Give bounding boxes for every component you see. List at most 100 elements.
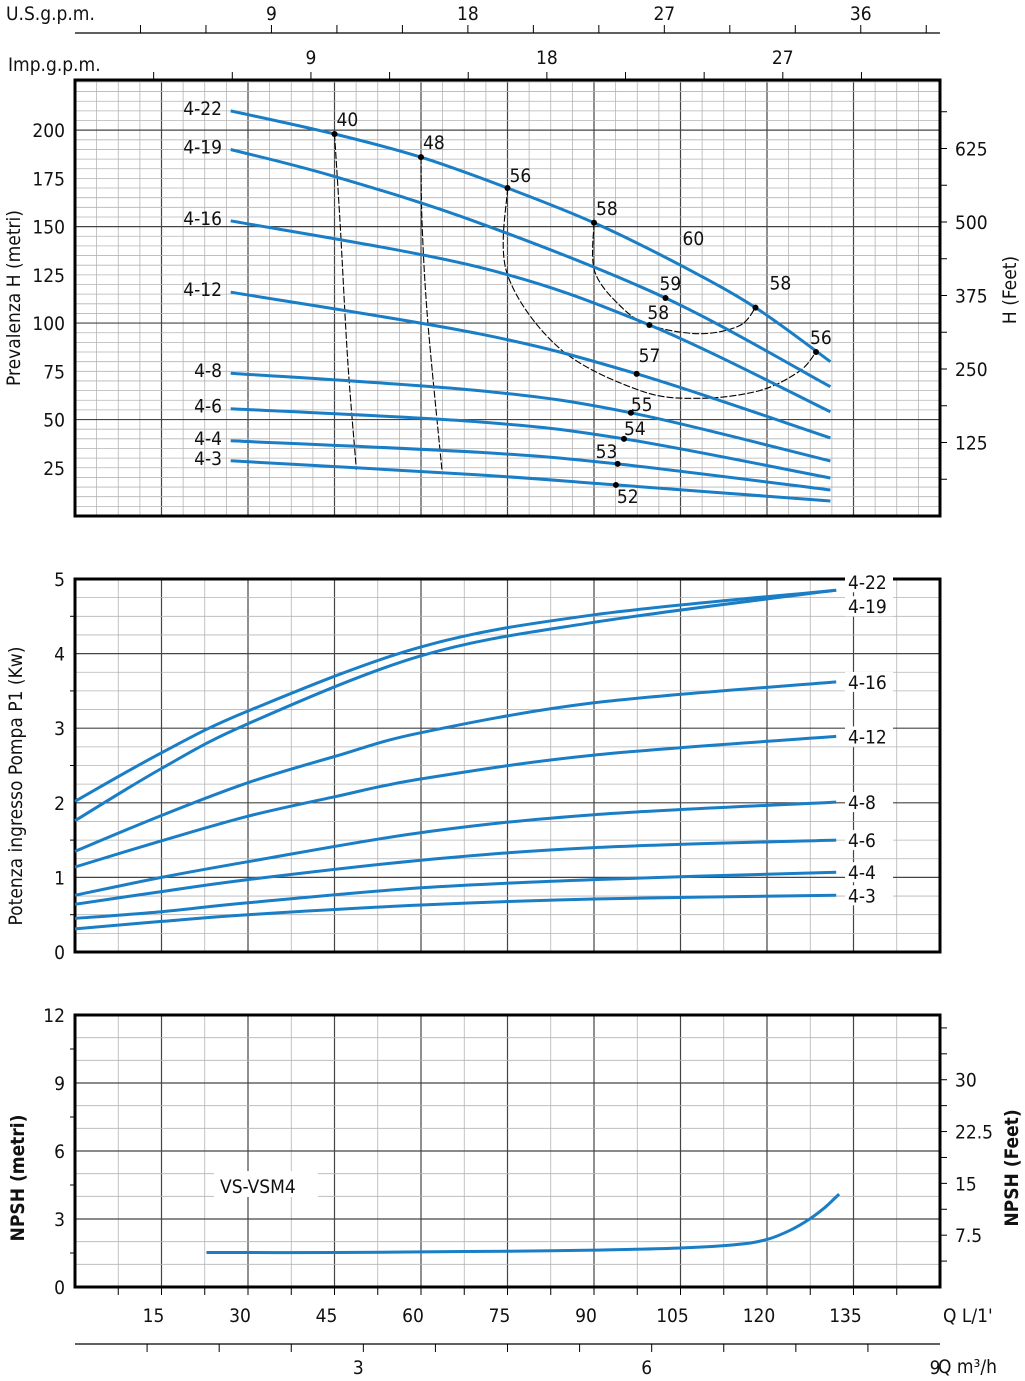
efficiency-point-marker (614, 460, 621, 467)
efficiency-point-label: 56 (810, 327, 832, 349)
y-tick-label: 100 (32, 313, 65, 335)
q-m3h-tick-label: 9 (930, 1357, 941, 1379)
y-tick-label: 25 (43, 458, 65, 480)
y-right-tick-label: 125 (955, 432, 988, 454)
y-tick-label: 4 (54, 644, 65, 666)
efficiency-point-marker (627, 409, 634, 416)
y-tick-label: 0 (54, 1277, 65, 1299)
plot-frame (73, 78, 942, 518)
us-gpm-tick-label: 9 (266, 3, 277, 25)
curve-4-16 (230, 219, 832, 414)
curve-VS-VSM4 (206, 1192, 841, 1255)
y-tick-label: 125 (32, 265, 65, 287)
efficiency-point-label: 54 (624, 418, 646, 440)
curve-4-3 (74, 893, 837, 931)
curve-4-22 (74, 588, 837, 803)
efficiency-point-label: 48 (423, 132, 445, 154)
curve-4-19 (74, 588, 837, 822)
efficiency-point-label: 53 (596, 441, 618, 463)
curve-label-4-16: 4-16 (183, 208, 222, 230)
curve-label-4-4: 4-4 (194, 428, 222, 450)
efficiency-point-label: 58 (647, 302, 669, 324)
us-gpm-tick-label: 27 (653, 3, 675, 25)
imp-gpm-tick-label: 27 (772, 47, 794, 69)
q-lmin-tick-label: 45 (316, 1305, 338, 1327)
y-tick-label: 5 (54, 569, 65, 591)
q-m3h-axis-label: Q m³/h (938, 1356, 997, 1378)
efficiency-point-marker (662, 295, 669, 301)
y-right-tick-label: 30 (955, 1070, 977, 1092)
q-m3h-tick-label: 6 (641, 1357, 652, 1379)
curve-4-4 (230, 439, 831, 492)
q-lmin-tick-label: 90 (575, 1305, 597, 1327)
y-right-tick-label: 375 (955, 285, 988, 307)
curve-label-4-6: 4-6 (848, 830, 876, 852)
curve-label-4-19: 4-19 (848, 596, 887, 618)
q-lmin-axis-label: Q L/1' (943, 1305, 993, 1327)
efficiency-point-label: 59 (660, 273, 682, 295)
y-tick-label: 200 (32, 120, 65, 142)
efficiency-point-marker (331, 131, 338, 138)
curve-label-4-3: 4-3 (848, 885, 876, 907)
y-tick-label: 75 (43, 361, 65, 383)
efficiency-point-marker (504, 185, 511, 192)
q-lmin-tick-label: 30 (229, 1305, 251, 1327)
efficiency-point-label: 58 (769, 273, 791, 295)
curve-label-VS-VSM4: VS-VSM4 (220, 1176, 296, 1198)
curve-label-4-16: 4-16 (848, 672, 887, 694)
y-right-tick-label: 625 (955, 138, 988, 160)
efficiency-point-marker (633, 370, 640, 377)
curve-label-4-4: 4-4 (848, 862, 876, 884)
label-background (845, 830, 893, 851)
imp-gpm-axis-label: Imp.g.p.m. (8, 54, 101, 76)
efficiency-point-marker (418, 154, 424, 161)
efficiency-point-label: 57 (639, 345, 661, 367)
imp-gpm-tick-label: 9 (305, 47, 316, 69)
curve-label-4-8: 4-8 (848, 792, 876, 814)
efficiency-contour-56 (502, 187, 817, 399)
label-background (845, 596, 893, 617)
label-background (845, 726, 893, 747)
curve-label-4-22: 4-22 (848, 572, 887, 594)
efficiency-contour-40 (333, 133, 357, 470)
q-lmin-tick-label: 135 (829, 1305, 862, 1327)
efficiency-point-marker (646, 322, 653, 329)
y-right-tick-label: 500 (955, 212, 988, 234)
efficiency-point-label: 58 (596, 198, 618, 220)
y-tick-label: 175 (32, 168, 65, 190)
imp-gpm-tick-label: 18 (536, 47, 558, 69)
q-lmin-tick-label: 60 (402, 1305, 424, 1327)
curve-4-6 (74, 838, 837, 906)
label-layer: 4-224-194-164-124-84-64-44-34-224-194-16… (183, 98, 893, 1198)
q-lmin-tick-label: 75 (489, 1305, 511, 1327)
curve-label-4-8: 4-8 (194, 360, 222, 382)
efficiency-point-marker (591, 219, 597, 226)
curve-4-19 (230, 148, 832, 389)
curve-label-4-3: 4-3 (194, 448, 222, 470)
efficiency-point-label: 52 (617, 486, 639, 508)
efficiency-point-marker (752, 304, 759, 311)
q-lmin-tick-label: 105 (656, 1305, 689, 1327)
efficiency-point-marker (813, 349, 820, 356)
label-background (845, 885, 893, 906)
curve-4-12 (230, 290, 831, 440)
q-m3h-tick-label: 3 (353, 1357, 364, 1379)
y-tick-label: 1 (54, 867, 65, 889)
axes-layer: 2550751001251501752001252503755006250123… (32, 3, 993, 1379)
label-background (845, 671, 893, 692)
efficiency-point-marker (620, 435, 627, 442)
curve-label-4-22: 4-22 (183, 98, 222, 120)
label-background (214, 1171, 318, 1197)
y-tick-label: 12 (43, 1005, 65, 1027)
efficiency-point-label: 56 (510, 165, 532, 187)
curve-4-16 (74, 680, 837, 853)
efficiency-point-marker (612, 481, 619, 488)
curve-label-4-6: 4-6 (194, 396, 222, 418)
curve-4-12 (74, 734, 837, 869)
curve-4-6 (230, 407, 831, 480)
series-layer (74, 109, 841, 1255)
curve-label-4-19: 4-19 (183, 136, 222, 158)
y-tick-label: 150 (32, 217, 65, 239)
us-gpm-tick-label: 36 (850, 3, 872, 25)
